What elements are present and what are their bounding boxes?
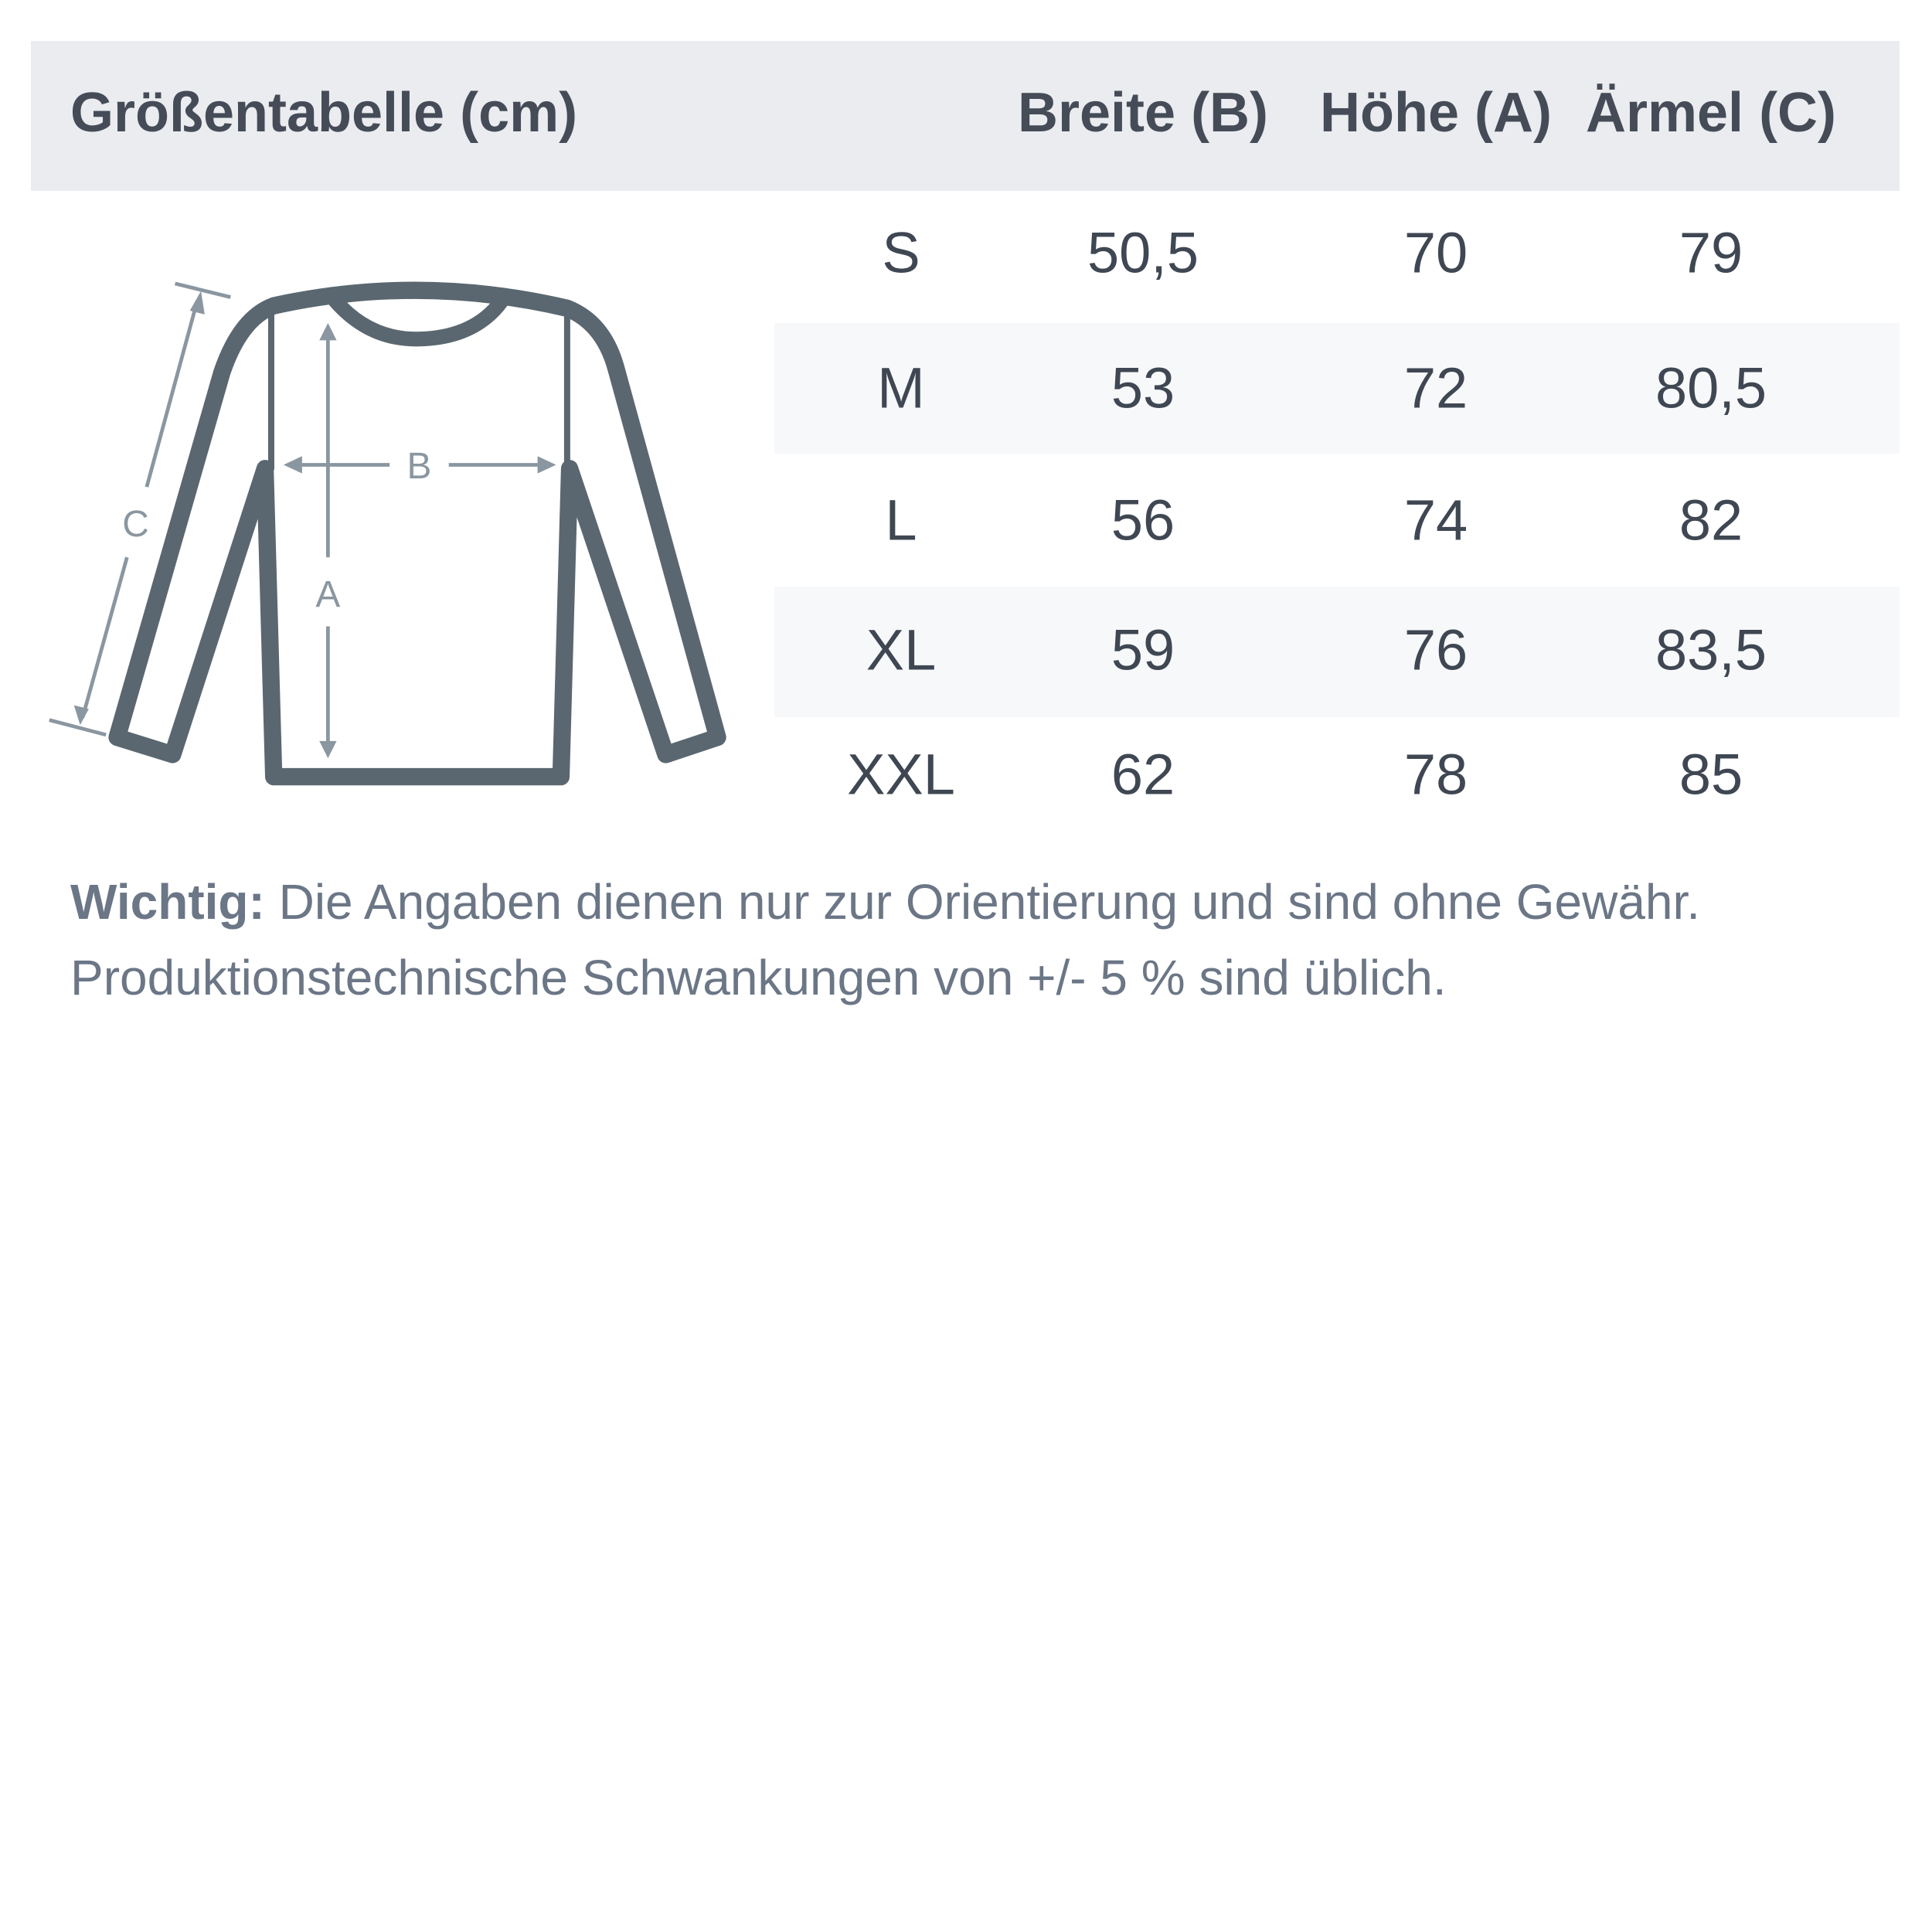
size-label: M: [877, 355, 925, 420]
table-cell: 50,5: [1087, 220, 1199, 285]
row-stripe: [774, 587, 1900, 717]
note-line-2: Produktionstechnische Schwankungen von +…: [70, 950, 1447, 1005]
table-cell: 62: [1111, 742, 1175, 807]
column-header-hoehe: Höhe (A): [1320, 82, 1552, 144]
collar: [328, 293, 509, 347]
size-label: XXL: [847, 742, 955, 807]
table-cell: 79: [1679, 220, 1743, 285]
table-cell: 82: [1679, 488, 1743, 553]
label-a: A: [315, 574, 340, 615]
label-b: B: [406, 446, 431, 487]
table-header-band: [31, 41, 1900, 191]
c-arrow-up: [189, 291, 205, 315]
table-cell: 83,5: [1655, 617, 1767, 682]
note-line-1: Wichtig: Die Angaben dienen nur zur Orie…: [70, 873, 1700, 930]
row-stripe: [774, 323, 1900, 454]
c-line-bottom: [80, 556, 129, 719]
note-bold: Wichtig:: [70, 874, 265, 930]
column-header-breite: Breite (B): [1017, 82, 1269, 144]
note-text-1: Die Angaben dienen nur zur Orientierung …: [264, 874, 1701, 930]
table-cell: 80,5: [1655, 355, 1767, 420]
table-cell: 72: [1403, 355, 1468, 420]
table-cell: 85: [1679, 742, 1743, 807]
table-cell: 70: [1403, 220, 1468, 285]
b-arrow-left: [283, 456, 302, 474]
column-header-aermel: Ärmel (C): [1585, 82, 1837, 144]
size-label: L: [885, 488, 917, 553]
c-arrow-down: [73, 705, 89, 726]
table-cell: 56: [1111, 488, 1175, 553]
table-cell: 53: [1111, 355, 1175, 420]
table-cell: 74: [1403, 488, 1468, 553]
c-tick-bottom: [49, 718, 107, 737]
table-cell: 78: [1403, 742, 1468, 807]
sweater-outline: [108, 281, 726, 786]
page-title: Größentabelle (cm): [70, 82, 578, 144]
table-cell: 76: [1403, 617, 1468, 682]
size-label: S: [882, 220, 920, 285]
b-arrow-right: [537, 456, 556, 474]
table-cell: 59: [1111, 617, 1175, 682]
c-line-top: [145, 300, 199, 488]
label-c: C: [122, 504, 149, 545]
c-tick-top: [174, 281, 231, 299]
a-arrow-down: [319, 740, 337, 759]
size-label: XL: [866, 617, 937, 682]
a-arrow-up: [319, 322, 337, 341]
